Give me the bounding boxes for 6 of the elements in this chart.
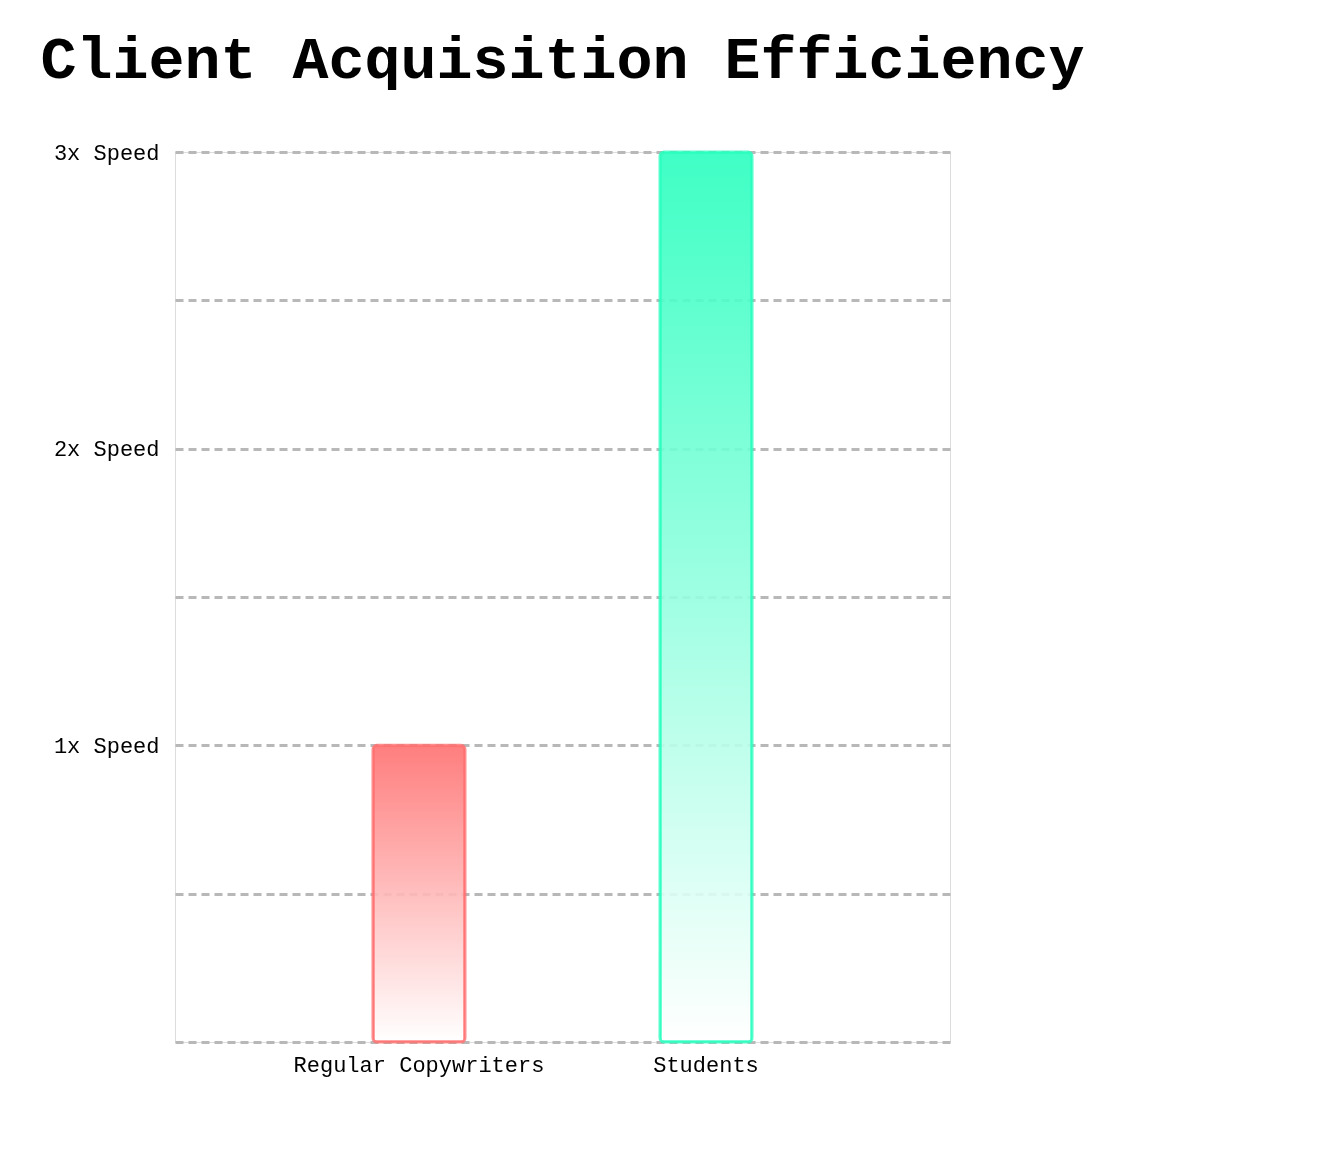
chart-title: Client Acquisition Efficiency <box>40 28 1085 96</box>
y-tick-label: 2x Speed <box>53 438 160 464</box>
y-tick-label: 3x Speed <box>53 141 160 167</box>
y-tick-label: 1x Speed <box>53 734 160 760</box>
x-tick-label: Students <box>653 1053 759 1079</box>
x-tick-label: Regular Copywriters <box>293 1053 545 1079</box>
